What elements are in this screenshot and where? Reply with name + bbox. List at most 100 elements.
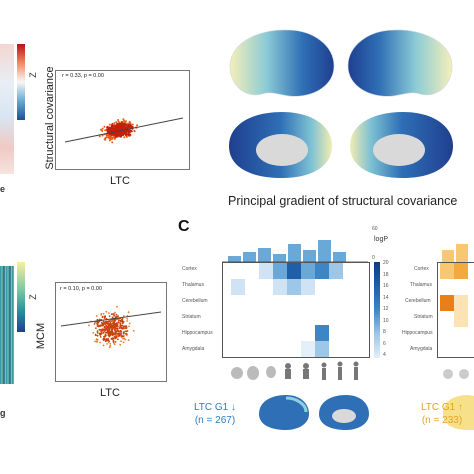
scatter-point bbox=[99, 336, 102, 338]
scatter-point bbox=[111, 125, 114, 128]
scatter-point bbox=[102, 338, 105, 341]
panel-c-heatmap-frame bbox=[222, 262, 370, 358]
scatter-point bbox=[125, 326, 128, 329]
scatter-point bbox=[116, 123, 119, 126]
scatter-point bbox=[118, 327, 121, 329]
scatter-point bbox=[101, 127, 104, 130]
scatter-point bbox=[125, 135, 128, 138]
scatter-point bbox=[103, 330, 106, 332]
scatter-point bbox=[95, 327, 97, 329]
brain-top-lateral-left bbox=[229, 29, 335, 97]
scatter-point bbox=[116, 315, 119, 318]
scatter-point bbox=[114, 319, 117, 321]
scatter-point bbox=[111, 128, 114, 131]
colorbar-tick: 20 bbox=[383, 260, 389, 266]
scatter-point bbox=[113, 333, 116, 336]
scatter-point bbox=[102, 331, 105, 334]
scatter-point bbox=[109, 326, 111, 329]
scatter-point bbox=[109, 133, 112, 136]
scatter-point bbox=[111, 331, 114, 334]
scatter-point bbox=[108, 130, 111, 133]
scatter-point bbox=[108, 123, 111, 126]
scatter-point bbox=[104, 315, 106, 318]
scatter-point bbox=[126, 317, 129, 320]
scatter-point bbox=[124, 124, 127, 126]
scatter-point bbox=[96, 338, 99, 341]
scatter-point bbox=[109, 344, 112, 347]
scatter-point bbox=[113, 314, 116, 317]
scatter-point bbox=[113, 326, 116, 329]
scatter-point bbox=[128, 121, 131, 124]
scatter-point bbox=[125, 332, 128, 335]
panel-c-heatmap bbox=[231, 263, 343, 357]
scatter-point bbox=[119, 330, 121, 333]
brain-top-lateral-right bbox=[347, 29, 453, 97]
scatter-point bbox=[97, 325, 99, 327]
scatter-point bbox=[121, 318, 124, 320]
scatter-point bbox=[120, 320, 123, 323]
brain-top-medial-right bbox=[350, 112, 453, 178]
scatter-point bbox=[118, 122, 121, 125]
scatter-point bbox=[120, 325, 122, 327]
scatter-point bbox=[94, 340, 96, 343]
scatter-point bbox=[129, 124, 132, 127]
scatter-point bbox=[110, 313, 113, 315]
bottom-left-footer-letter: g bbox=[0, 408, 6, 418]
scatter-point bbox=[113, 328, 116, 331]
scatter-point bbox=[101, 134, 104, 137]
scatter-point bbox=[114, 311, 116, 314]
scatter-point bbox=[104, 322, 106, 324]
scatter-point bbox=[104, 316, 106, 319]
scatter-point bbox=[99, 341, 101, 344]
scatter-point bbox=[120, 327, 123, 330]
colorbar-tick: 6 bbox=[383, 340, 386, 347]
scatter-point bbox=[117, 131, 120, 134]
scatter-point bbox=[102, 312, 105, 315]
right-panel-heatmap bbox=[440, 263, 468, 327]
panel-c-left-caption-1: LTC G1 ↓ bbox=[193, 402, 237, 413]
scatter-point bbox=[96, 340, 99, 343]
scatter-point bbox=[120, 124, 123, 127]
scatter-point bbox=[109, 342, 112, 345]
scatter-point bbox=[119, 322, 122, 325]
panel-c-right-caption-1: LTC G1 ↑ bbox=[420, 402, 464, 413]
panel-c-colorbar bbox=[374, 262, 380, 358]
scatter-point bbox=[103, 335, 105, 338]
scatter-point bbox=[108, 320, 110, 323]
scatter-point bbox=[100, 128, 102, 131]
scatter-point bbox=[117, 119, 120, 121]
panel-c-row-4: Hippocampus bbox=[182, 330, 213, 336]
scatter-point bbox=[120, 333, 123, 335]
scatter-point bbox=[101, 323, 104, 325]
scatter-point bbox=[136, 124, 139, 127]
scatter-point bbox=[133, 130, 136, 133]
scatter-point bbox=[93, 323, 96, 325]
brain-top-medial-left bbox=[229, 112, 332, 178]
scatter-point bbox=[100, 314, 103, 316]
scatter-top-xlabel: LTC bbox=[110, 175, 130, 187]
scatter-point bbox=[115, 315, 117, 318]
right-panel-bars bbox=[442, 244, 468, 262]
scatter-point bbox=[117, 321, 120, 324]
scatter-bottom-plot bbox=[55, 282, 167, 382]
scatter-point bbox=[116, 135, 119, 138]
scatter-point bbox=[109, 126, 112, 129]
scatter-point bbox=[121, 324, 124, 327]
panel-c-row-0: Cortex bbox=[182, 266, 197, 272]
scatter-point bbox=[107, 341, 110, 344]
scatter-point bbox=[105, 310, 108, 313]
scatter-point bbox=[122, 341, 125, 344]
scatter-point bbox=[121, 122, 123, 124]
scatter-point bbox=[114, 331, 117, 334]
panel-c-row-5: Amygdala bbox=[182, 346, 205, 352]
scatter-point bbox=[104, 138, 107, 141]
colorbar-tick: 12 bbox=[383, 306, 389, 312]
scatter-point bbox=[114, 135, 117, 138]
scatter-point bbox=[120, 127, 123, 130]
scatter-point bbox=[119, 343, 122, 346]
scatter-point bbox=[88, 324, 90, 327]
scatter-point bbox=[104, 137, 107, 139]
scatter-point bbox=[125, 120, 127, 123]
scatter-point bbox=[101, 316, 104, 319]
scatter-point bbox=[128, 322, 131, 325]
